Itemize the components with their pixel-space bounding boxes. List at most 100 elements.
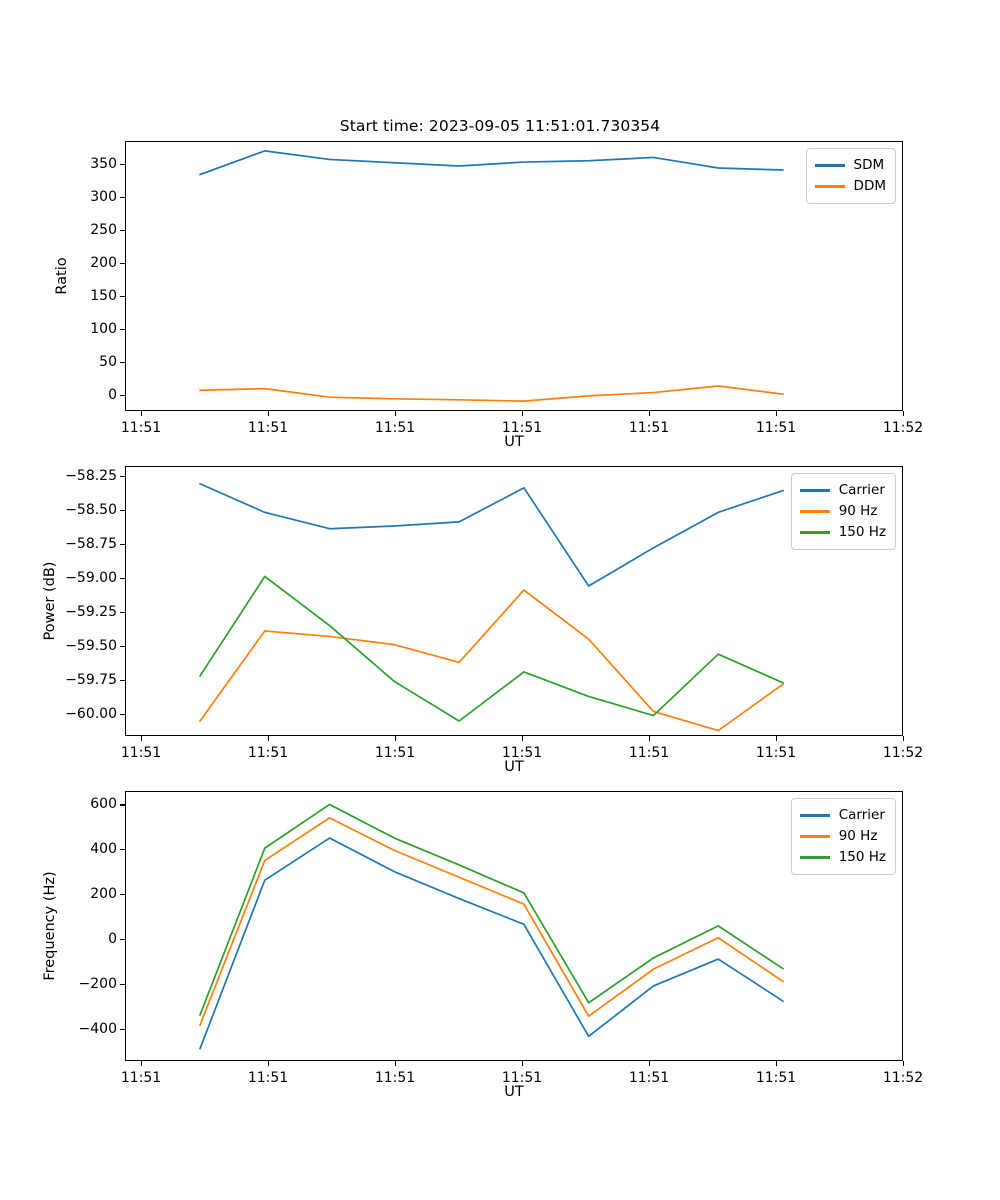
- legend-label: SDM: [853, 156, 885, 173]
- y-tick-label: −58.25: [65, 467, 117, 484]
- x-axis-label-power: UT: [504, 759, 524, 775]
- y-tick-mark: [120, 894, 125, 896]
- y-tick-label: −59.50: [65, 638, 117, 654]
- legend-item-carrier[interactable]: Carrier: [799, 805, 886, 826]
- plot-lines-frequency: [199, 803, 784, 1050]
- legend-item-90-hz[interactable]: 90 Hz: [799, 501, 886, 522]
- y-tick-label: −59.75: [65, 672, 117, 689]
- legend-color-swatch: [814, 185, 845, 188]
- y-tick-label: 300: [90, 188, 117, 205]
- y-tick-mark: [120, 611, 125, 613]
- legend-color-swatch: [799, 835, 830, 838]
- x-tick-mark: [903, 1061, 905, 1066]
- legend-item-150-hz[interactable]: 150 Hz: [799, 847, 886, 868]
- legend-item-90-hz[interactable]: 90 Hz: [799, 826, 886, 847]
- series-line-150-hz: [199, 575, 784, 722]
- y-tick-mark: [120, 475, 125, 477]
- legend-ratio[interactable]: SDM DDM: [805, 148, 896, 204]
- y-tick-mark: [120, 328, 125, 330]
- x-tick-mark: [776, 411, 778, 416]
- y-tick-mark: [120, 295, 125, 297]
- y-tick-mark: [120, 577, 125, 579]
- x-tick-mark: [395, 736, 397, 741]
- x-tick-mark: [268, 1061, 270, 1066]
- legend-label: Carrier: [838, 481, 885, 498]
- legend-color-swatch: [799, 489, 830, 492]
- subplot-ratio: 0 50 100 150 200 250 300 350 11:51 11:51 11:51 11:…: [90, 141, 923, 436]
- y-tick-label: 200: [90, 886, 117, 903]
- legend-label: 150 Hz: [838, 848, 886, 865]
- legend-item-ddm[interactable]: DDM: [814, 176, 886, 197]
- legend-color-swatch: [799, 510, 830, 513]
- x-tick-mark: [522, 1061, 524, 1066]
- legend-item-sdm[interactable]: SDM: [814, 155, 886, 176]
- x-tick-label: 11:51: [247, 745, 289, 761]
- y-tick-mark: [120, 646, 125, 648]
- legend-label: 90 Hz: [838, 502, 878, 519]
- y-tick-mark: [120, 229, 125, 231]
- y-tick-label: −200: [78, 975, 117, 992]
- legend-label: Carrier: [838, 806, 885, 823]
- y-axis-label-power: Power (dB): [42, 561, 58, 641]
- legend-label: DDM: [853, 177, 886, 194]
- x-axis-label-ratio: UT: [504, 434, 524, 450]
- legend-item-carrier[interactable]: Carrier: [799, 480, 886, 501]
- legend-frequency[interactable]: Carrier 90 Hz 150 Hz: [790, 798, 896, 875]
- plot-lines-ratio: [199, 150, 784, 402]
- x-tick-label: 11:51: [755, 420, 797, 436]
- x-tick-mark: [903, 736, 905, 741]
- y-tick-label: 0: [108, 930, 117, 947]
- axes-frame-ratio: [125, 141, 903, 411]
- x-tick-mark: [522, 411, 524, 416]
- legend-label: 150 Hz: [838, 523, 886, 540]
- x-tick-mark: [268, 411, 270, 416]
- legend-color-swatch: [799, 856, 830, 859]
- series-line-150-hz: [199, 803, 784, 1016]
- y-tick-mark: [120, 361, 125, 363]
- x-axis-label-frequency: UT: [504, 1084, 524, 1100]
- x-tick-mark: [141, 736, 143, 741]
- legend-label: 90 Hz: [838, 827, 878, 844]
- y-tick-mark: [120, 804, 125, 806]
- x-tick-mark: [649, 736, 651, 741]
- y-tick-label: −58.75: [65, 535, 117, 552]
- x-tick-label: 11:51: [247, 420, 289, 436]
- y-tick-label: −60.00: [65, 706, 117, 723]
- x-tick-mark: [268, 736, 270, 741]
- series-line-carrier: [199, 837, 784, 1050]
- y-tick-label: 600: [90, 796, 117, 813]
- series-line-90-hz: [199, 817, 784, 1026]
- x-tick-label: 11:51: [501, 420, 543, 436]
- x-tick-mark: [395, 1061, 397, 1066]
- series-line-sdm: [199, 150, 784, 176]
- x-tick-mark: [649, 411, 651, 416]
- x-tick-mark: [649, 1061, 651, 1066]
- x-tick-label: 11:51: [374, 745, 416, 761]
- x-tick-label: 11:51: [755, 1070, 797, 1086]
- y-tick-label: −58.50: [65, 501, 117, 518]
- y-tick-label: −400: [78, 1020, 117, 1037]
- x-tick-label: 11:51: [501, 1070, 543, 1086]
- x-tick-label: 11:51: [501, 745, 543, 761]
- axes-frame-frequency: [125, 791, 903, 1061]
- y-tick-mark: [120, 509, 125, 511]
- x-tick-label: 11:51: [755, 745, 797, 761]
- x-tick-label: 11:51: [374, 1070, 416, 1086]
- y-tick-mark: [120, 1028, 125, 1030]
- y-tick-mark: [120, 164, 125, 166]
- subplot-frequency: −400 −200 0 200 400 600 11:51 11:51 11:51 11:51 1…: [79, 791, 923, 1086]
- legend-power[interactable]: Carrier 90 Hz 150 Hz: [790, 473, 896, 550]
- y-axis-label-ratio: Ratio: [54, 257, 70, 295]
- y-tick-label: 150: [90, 287, 117, 304]
- series-line-ddm: [199, 385, 784, 402]
- y-tick-label: 400: [90, 841, 117, 858]
- x-tick-label: 11:52: [882, 420, 924, 436]
- y-tick-label: 100: [90, 320, 117, 337]
- y-tick-label: −59.25: [65, 603, 117, 620]
- legend-item-150-hz[interactable]: 150 Hz: [799, 522, 886, 543]
- x-tick-label: 11:51: [628, 745, 670, 761]
- x-tick-label: 11:52: [882, 1070, 924, 1086]
- y-axis-label-frequency: Frequency (Hz): [42, 871, 58, 981]
- x-tick-label: 11:51: [374, 420, 416, 436]
